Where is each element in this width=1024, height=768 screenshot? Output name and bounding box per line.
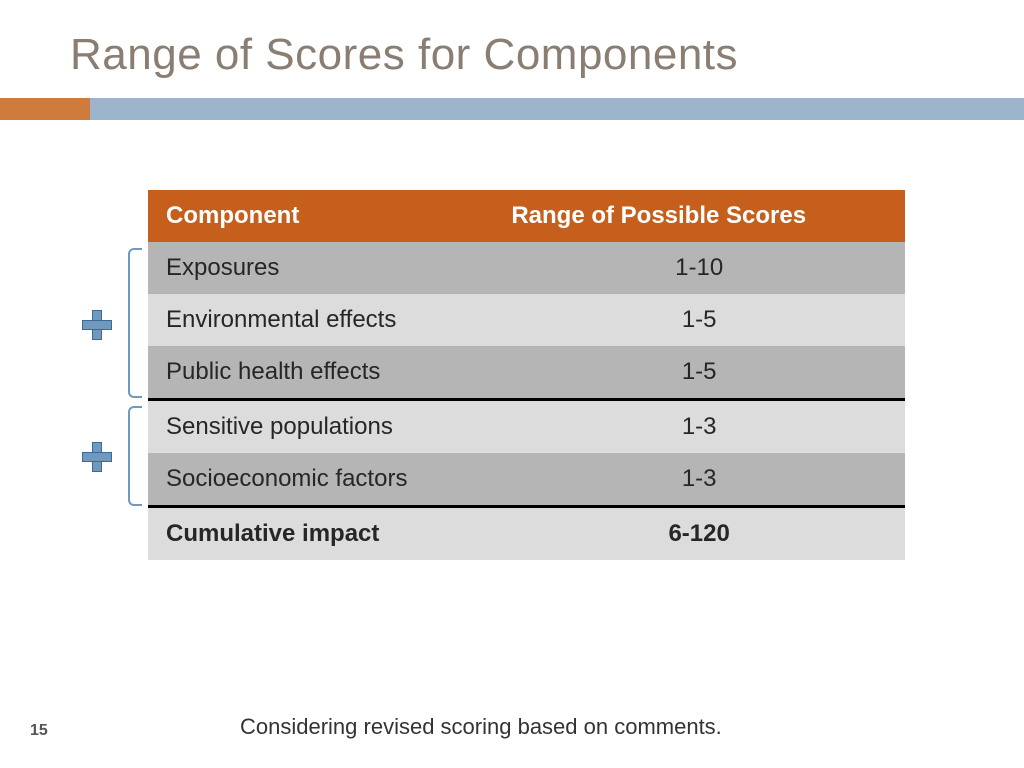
col-range: Range of Possible Scores bbox=[493, 190, 905, 242]
bracket-group-1 bbox=[128, 248, 142, 398]
table-row: Public health effects1-5 bbox=[148, 346, 905, 400]
cell-range: 1-5 bbox=[493, 294, 905, 346]
table-row: Environmental effects1-5 bbox=[148, 294, 905, 346]
cell-range: 1-10 bbox=[493, 242, 905, 294]
cell-component: Exposures bbox=[148, 242, 493, 294]
divider-bar bbox=[0, 98, 1024, 120]
cell-component: Environmental effects bbox=[148, 294, 493, 346]
cell-range: 1-3 bbox=[493, 400, 905, 454]
page-number: 15 bbox=[30, 722, 48, 740]
cell-component: Socioeconomic factors bbox=[148, 453, 493, 507]
footnote-text: Considering revised scoring based on com… bbox=[240, 714, 722, 740]
table-row: Sensitive populations1-3 bbox=[148, 400, 905, 454]
cell-range: 1-5 bbox=[493, 346, 905, 400]
table-header-row: Component Range of Possible Scores bbox=[148, 190, 905, 242]
plus-icon bbox=[82, 310, 110, 338]
table-row: Exposures1-10 bbox=[148, 242, 905, 294]
cell-range: 1-3 bbox=[493, 453, 905, 507]
table-row: Socioeconomic factors1-3 bbox=[148, 453, 905, 507]
cell-range: 6-120 bbox=[493, 507, 905, 561]
cell-component: Public health effects bbox=[148, 346, 493, 400]
bracket-group-2 bbox=[128, 406, 142, 506]
plus-icon bbox=[82, 442, 110, 470]
divider-blue bbox=[90, 98, 1024, 120]
table-row: Cumulative impact6-120 bbox=[148, 507, 905, 561]
slide-title: Range of Scores for Components bbox=[0, 0, 1024, 98]
divider-orange bbox=[0, 98, 90, 120]
cell-component: Cumulative impact bbox=[148, 507, 493, 561]
scores-table: Component Range of Possible Scores Expos… bbox=[148, 190, 905, 560]
col-component: Component bbox=[148, 190, 493, 242]
cell-component: Sensitive populations bbox=[148, 400, 493, 454]
